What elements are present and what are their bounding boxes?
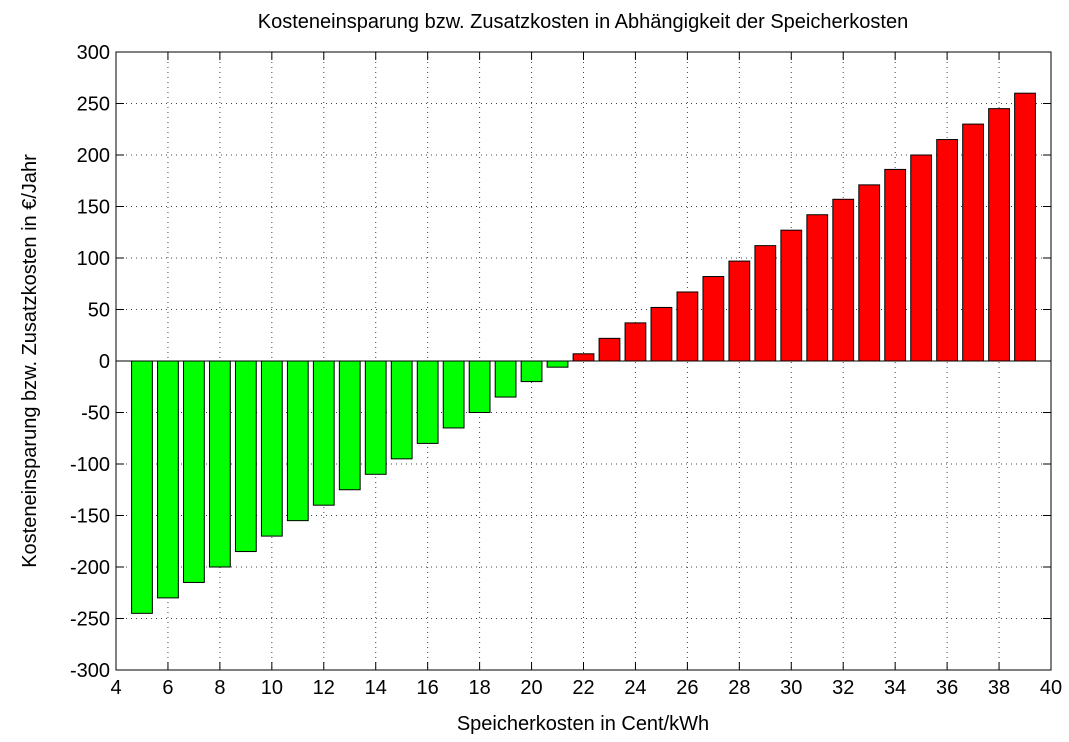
bar	[157, 360, 179, 599]
bar	[364, 360, 387, 475]
bar	[728, 260, 751, 362]
x-tick-label: 20	[520, 677, 542, 699]
x-tick-label: 16	[417, 677, 439, 699]
y-tick-label: 150	[77, 197, 110, 219]
bar	[754, 245, 777, 362]
bar	[858, 184, 881, 362]
x-tick-label: 26	[676, 677, 698, 699]
bar	[416, 360, 439, 444]
x-tick-label: 38	[988, 677, 1010, 699]
y-tick-label: 300	[77, 42, 110, 64]
x-tick-label: 12	[313, 677, 335, 699]
y-tick-label: 50	[88, 300, 110, 322]
y-tick-label: -200	[70, 557, 110, 579]
bar	[234, 360, 257, 553]
bar	[806, 214, 829, 362]
bar	[520, 360, 543, 383]
y-tick-label: 200	[77, 145, 110, 167]
x-tick-label: 6	[162, 677, 173, 699]
bar	[676, 291, 699, 362]
bar	[884, 168, 907, 362]
bar	[598, 337, 621, 362]
bar	[209, 360, 231, 568]
x-tick-label: 36	[936, 677, 958, 699]
bar	[442, 360, 465, 429]
bar	[832, 198, 855, 362]
x-axis-label: Speicherkosten in Cent/kWh	[457, 713, 709, 735]
bar	[702, 276, 725, 362]
bar	[338, 360, 361, 491]
x-tick-label: 4	[110, 677, 121, 699]
bar	[312, 360, 335, 506]
bar	[936, 139, 959, 362]
x-tick-label: 8	[214, 677, 225, 699]
bar	[546, 360, 569, 368]
x-tick-label: 34	[884, 677, 906, 699]
bar	[650, 306, 673, 362]
plot-frame	[115, 51, 1052, 671]
x-tick-label: 10	[261, 677, 283, 699]
y-tick-label: -300	[70, 660, 110, 682]
y-tick-label: 250	[77, 94, 110, 116]
bar	[286, 360, 309, 522]
bar	[1014, 92, 1036, 362]
bar	[131, 360, 153, 614]
chart-title: Kosteneinsparung bzw. Zusatzkosten in Ab…	[258, 11, 908, 33]
y-tick-label: -100	[70, 454, 110, 476]
bar	[780, 229, 803, 362]
x-tick-label: 24	[624, 677, 646, 699]
y-tick-label: 100	[77, 248, 110, 270]
bar	[988, 108, 1010, 362]
y-tick-label: -250	[70, 609, 110, 631]
bar	[910, 154, 933, 362]
x-tick-label: 22	[572, 677, 594, 699]
bar	[962, 123, 984, 362]
y-tick-label: 0	[99, 351, 110, 373]
y-tick-label: -50	[81, 403, 110, 425]
x-tick-label: 40	[1040, 677, 1062, 699]
x-tick-label: 18	[468, 677, 490, 699]
x-tick-label: 30	[780, 677, 802, 699]
bar	[572, 353, 595, 362]
bar	[494, 360, 517, 398]
bar	[260, 360, 283, 537]
bar	[390, 360, 413, 460]
bar	[468, 360, 491, 413]
bar	[624, 322, 647, 362]
x-tick-label: 14	[365, 677, 387, 699]
x-tick-label: 32	[832, 677, 854, 699]
x-tick-label: 28	[728, 677, 750, 699]
y-tick-label: -150	[70, 506, 110, 528]
y-axis-label: Kosteneinsparung bzw. Zusatzkosten in €/…	[19, 154, 41, 568]
bar	[183, 360, 205, 583]
